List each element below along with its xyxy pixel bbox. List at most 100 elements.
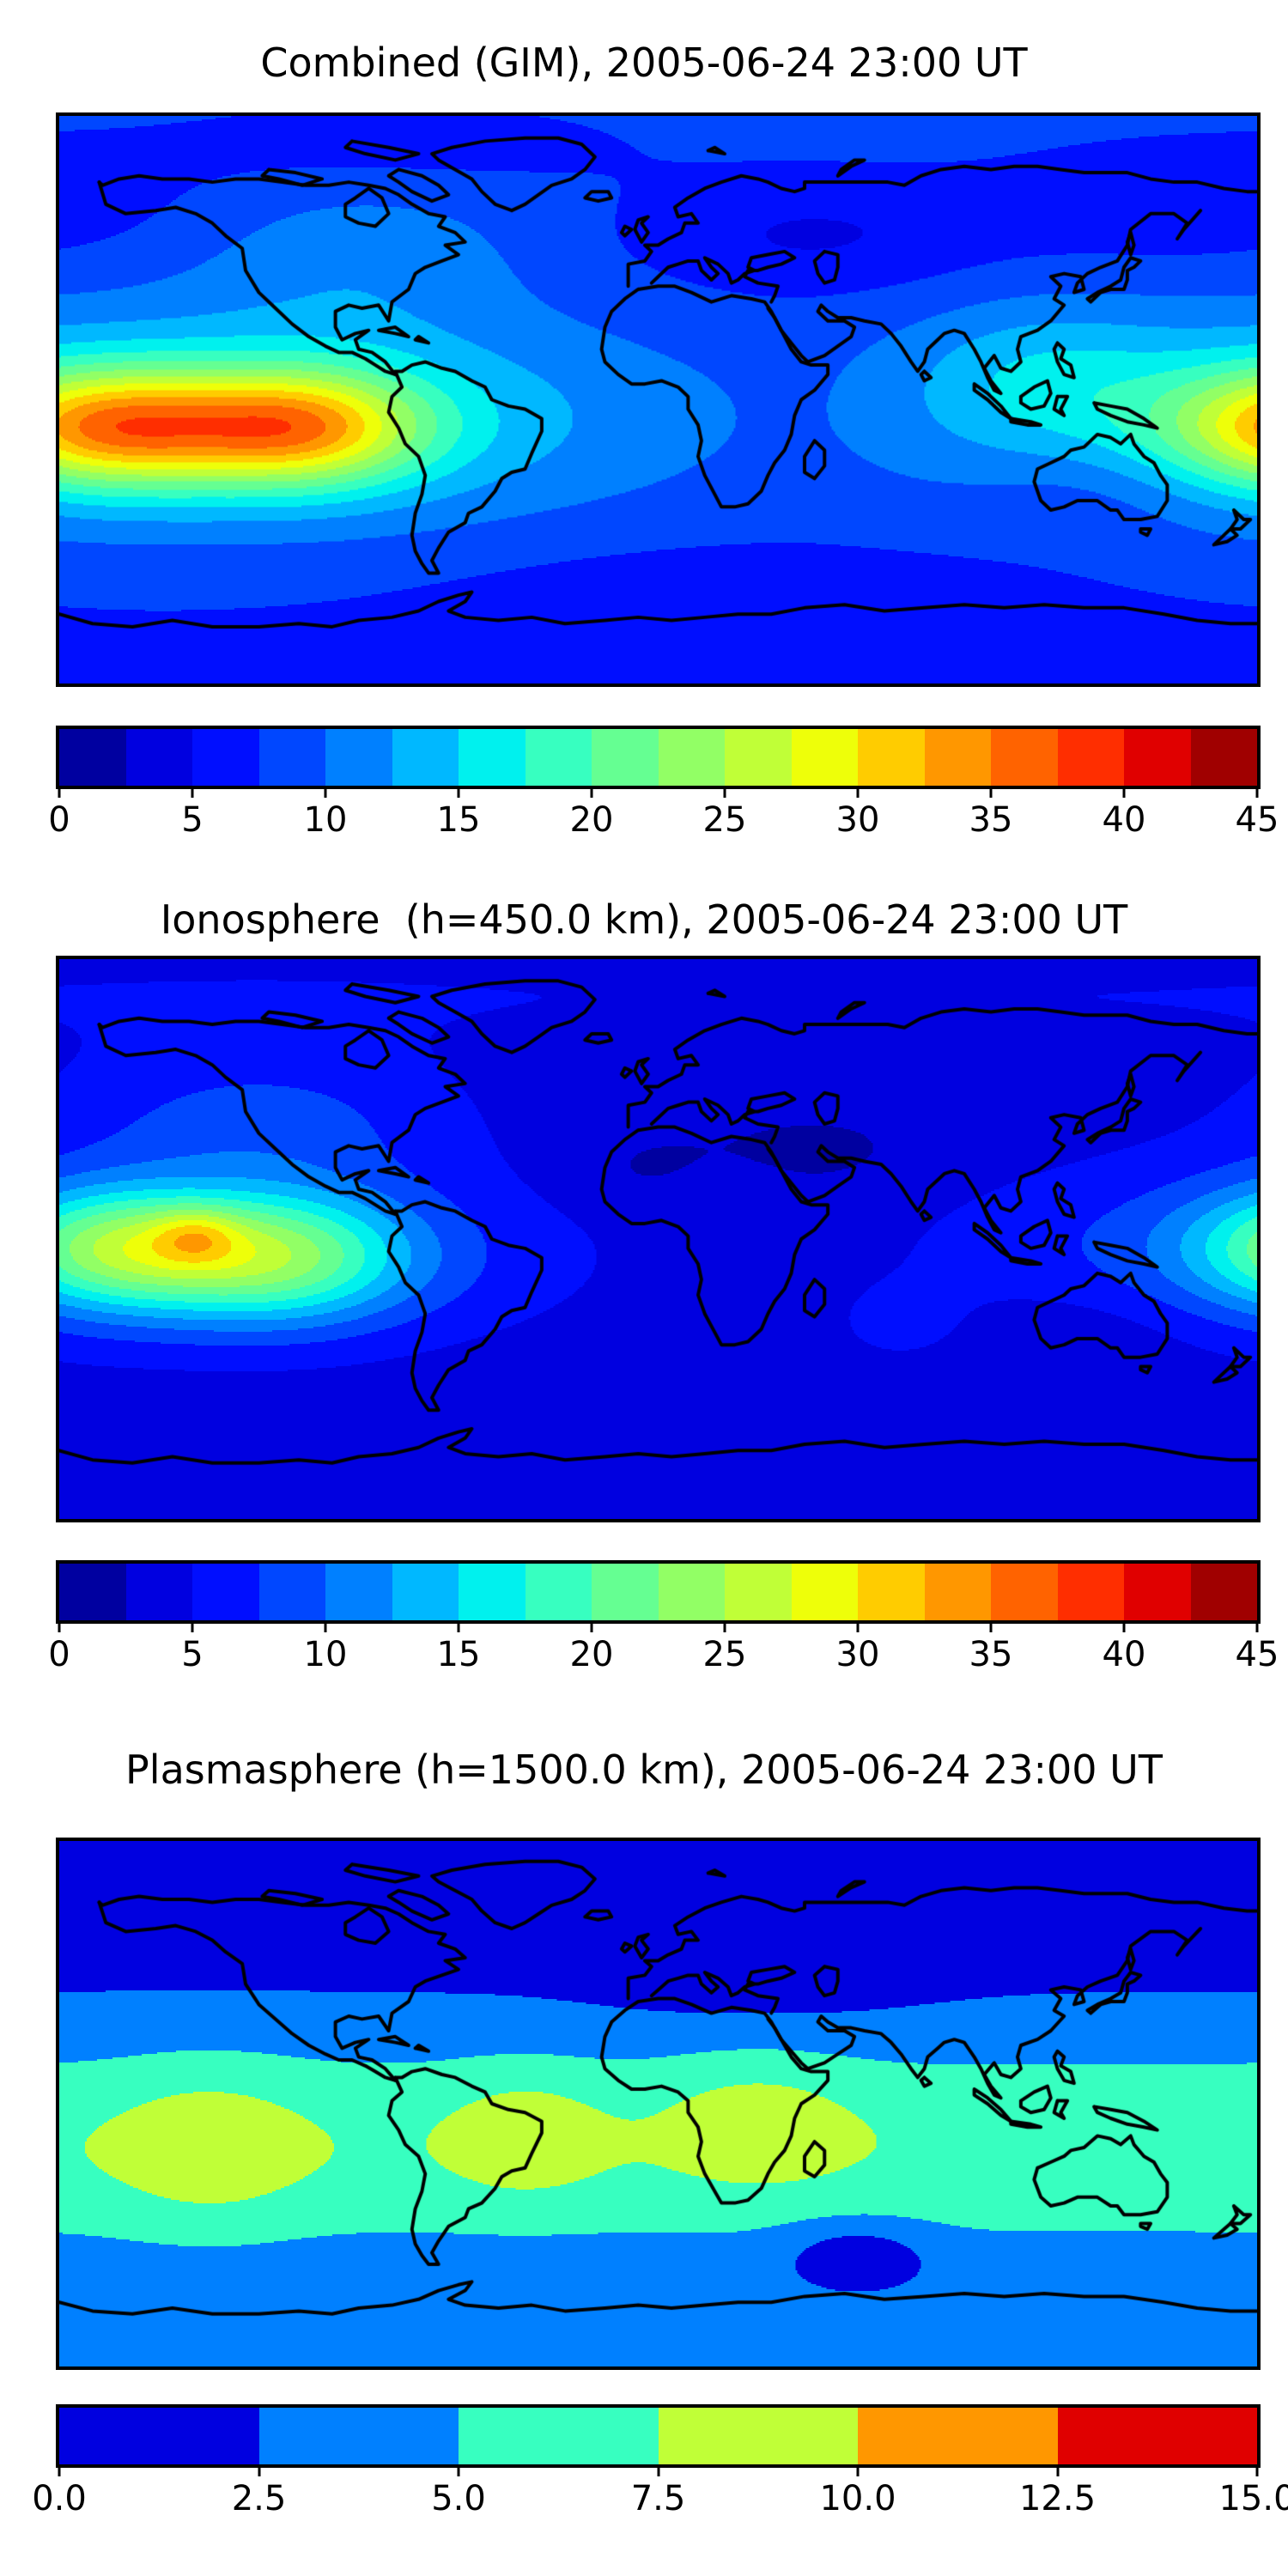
coastline-canvas — [59, 959, 1257, 1519]
colorbar-tick — [989, 786, 993, 798]
colorbar-tick-label: 0 — [48, 800, 70, 840]
colorbar-tick-label: 0 — [48, 1635, 70, 1674]
colorbar-segment — [459, 1564, 526, 1620]
colorbar-segment — [459, 2408, 659, 2464]
colorbar-tick — [723, 1620, 726, 1632]
colorbar-tick-label: 10 — [303, 1635, 348, 1674]
colorbar-tick-label: 2.5 — [231, 2479, 287, 2518]
colorbar-tick-label: 30 — [835, 800, 880, 840]
colorbar-segment — [59, 2408, 259, 2464]
colorbar-segment — [924, 729, 991, 786]
colorbar-tick — [1255, 2464, 1259, 2476]
colorbar-segment — [858, 729, 925, 786]
colorbar-gradient — [59, 729, 1257, 786]
colorbar-segment — [924, 1564, 991, 1620]
colorbar-tick — [1056, 2464, 1059, 2476]
colorbar-segment — [592, 1564, 659, 1620]
colorbar-tick-label: 5 — [181, 800, 204, 840]
colorbar-tick — [590, 786, 593, 798]
panel-title-ionosphere: Ionosphere (h=450.0 km), 2005-06-24 23:0… — [160, 896, 1128, 943]
colorbar-tick-label: 15.0 — [1218, 2479, 1288, 2518]
colorbar-segment — [791, 1564, 858, 1620]
colorbar-segment — [658, 2408, 858, 2464]
colorbar-tick — [58, 2464, 61, 2476]
colorbar-tick — [191, 1620, 194, 1632]
colorbar-tick — [856, 2464, 860, 2476]
colorbar-segment — [791, 729, 858, 786]
colorbar-segment — [525, 729, 592, 786]
colorbar-tick-label: 35 — [969, 800, 1013, 840]
colorbar-tick — [58, 1620, 61, 1632]
colorbar-segment — [1124, 729, 1191, 786]
colorbar-segment — [125, 729, 192, 786]
colorbar-tick — [1122, 786, 1126, 798]
colorbar-tick-label: 45 — [1235, 800, 1279, 840]
colorbar-segment — [991, 729, 1058, 786]
colorbar-tick — [1122, 1620, 1126, 1632]
world-map-ionosphere — [56, 956, 1261, 1522]
colorbar-segment — [592, 729, 659, 786]
colorbar-segment — [192, 1564, 259, 1620]
colorbar-segment — [258, 1564, 325, 1620]
colorbar-tick — [989, 1620, 993, 1632]
colorbar-segment — [192, 729, 259, 786]
world-map-combined — [56, 112, 1261, 687]
colorbar-tick-label: 30 — [835, 1635, 880, 1674]
colorbar-segment — [459, 729, 526, 786]
world-map-plasmasphere — [56, 1838, 1261, 2370]
colorbar-tick-label: 5.0 — [431, 2479, 486, 2518]
colorbar-segment — [59, 729, 126, 786]
colorbar-tick — [58, 786, 61, 798]
colorbar-tick-label: 25 — [702, 1635, 747, 1674]
colorbar-segment — [991, 1564, 1058, 1620]
panel-title-combined: Combined (GIM), 2005-06-24 23:00 UT — [260, 39, 1028, 86]
colorbar-tick-label: 15 — [436, 800, 481, 840]
colorbar-tick-label: 12.5 — [1018, 2479, 1097, 2518]
colorbar-segment — [258, 2408, 459, 2464]
colorbar-tick — [324, 1620, 327, 1632]
colorbar-tick — [324, 786, 327, 798]
colorbar-segment — [1057, 729, 1124, 786]
colorbar-tick-label: 5 — [181, 1635, 204, 1674]
colorbar-tick-label: 20 — [569, 800, 614, 840]
colorbar-tick — [723, 786, 726, 798]
colorbar-tick — [856, 786, 860, 798]
colorbar-segment — [1190, 729, 1257, 786]
coastline-canvas — [59, 116, 1257, 683]
colorbar-tick — [457, 1620, 460, 1632]
colorbar-tick-label: 35 — [969, 1635, 1013, 1674]
colorbar-segment — [1057, 1564, 1124, 1620]
colorbar-tick — [191, 786, 194, 798]
colorbar-segment — [658, 1564, 725, 1620]
colorbar-segment — [325, 729, 392, 786]
colorbar-tick — [258, 2464, 260, 2476]
colorbar-tick-label: 40 — [1102, 800, 1146, 840]
colorbar-segment — [258, 729, 325, 786]
colorbar-tick — [457, 2464, 460, 2476]
colorbar-tick-label: 25 — [702, 800, 747, 840]
colorbar-segment — [1057, 2408, 1257, 2464]
colorbar-plasmasphere: 0.0 2.5 5.0 7.5 10.0 12.5 15.0 — [32, 2404, 1288, 2518]
colorbar-tick-label: 0.0 — [32, 2479, 87, 2518]
colorbar-ionosphere: 0 5 10 15 20 25 30 35 40 45 — [48, 1560, 1279, 1674]
colorbar-segment — [658, 729, 725, 786]
colorbar-tick — [657, 2464, 659, 2476]
colorbar-segment — [1190, 1564, 1257, 1620]
colorbar-gradient — [59, 1564, 1257, 1620]
colorbar-segment — [725, 1564, 792, 1620]
colorbar-segment — [525, 1564, 592, 1620]
colorbar-segment — [392, 1564, 459, 1620]
colorbar-tick — [457, 786, 460, 798]
colorbar-tick-label: 40 — [1102, 1635, 1146, 1674]
colorbar-tick — [1255, 786, 1259, 798]
colorbar-combined: 0 5 10 15 20 25 30 35 40 45 — [48, 726, 1279, 839]
colorbar-tick-label: 10 — [303, 800, 348, 840]
panel-title-plasmasphere: Plasmasphere (h=1500.0 km), 2005-06-24 2… — [125, 1747, 1163, 1793]
colorbar-segment — [325, 1564, 392, 1620]
colorbar-segment — [59, 1564, 126, 1620]
coastline-canvas — [59, 1841, 1257, 2366]
colorbar-segment — [1124, 1564, 1191, 1620]
colorbar-tick — [590, 1620, 593, 1632]
colorbar-tick-label: 45 — [1235, 1635, 1279, 1674]
